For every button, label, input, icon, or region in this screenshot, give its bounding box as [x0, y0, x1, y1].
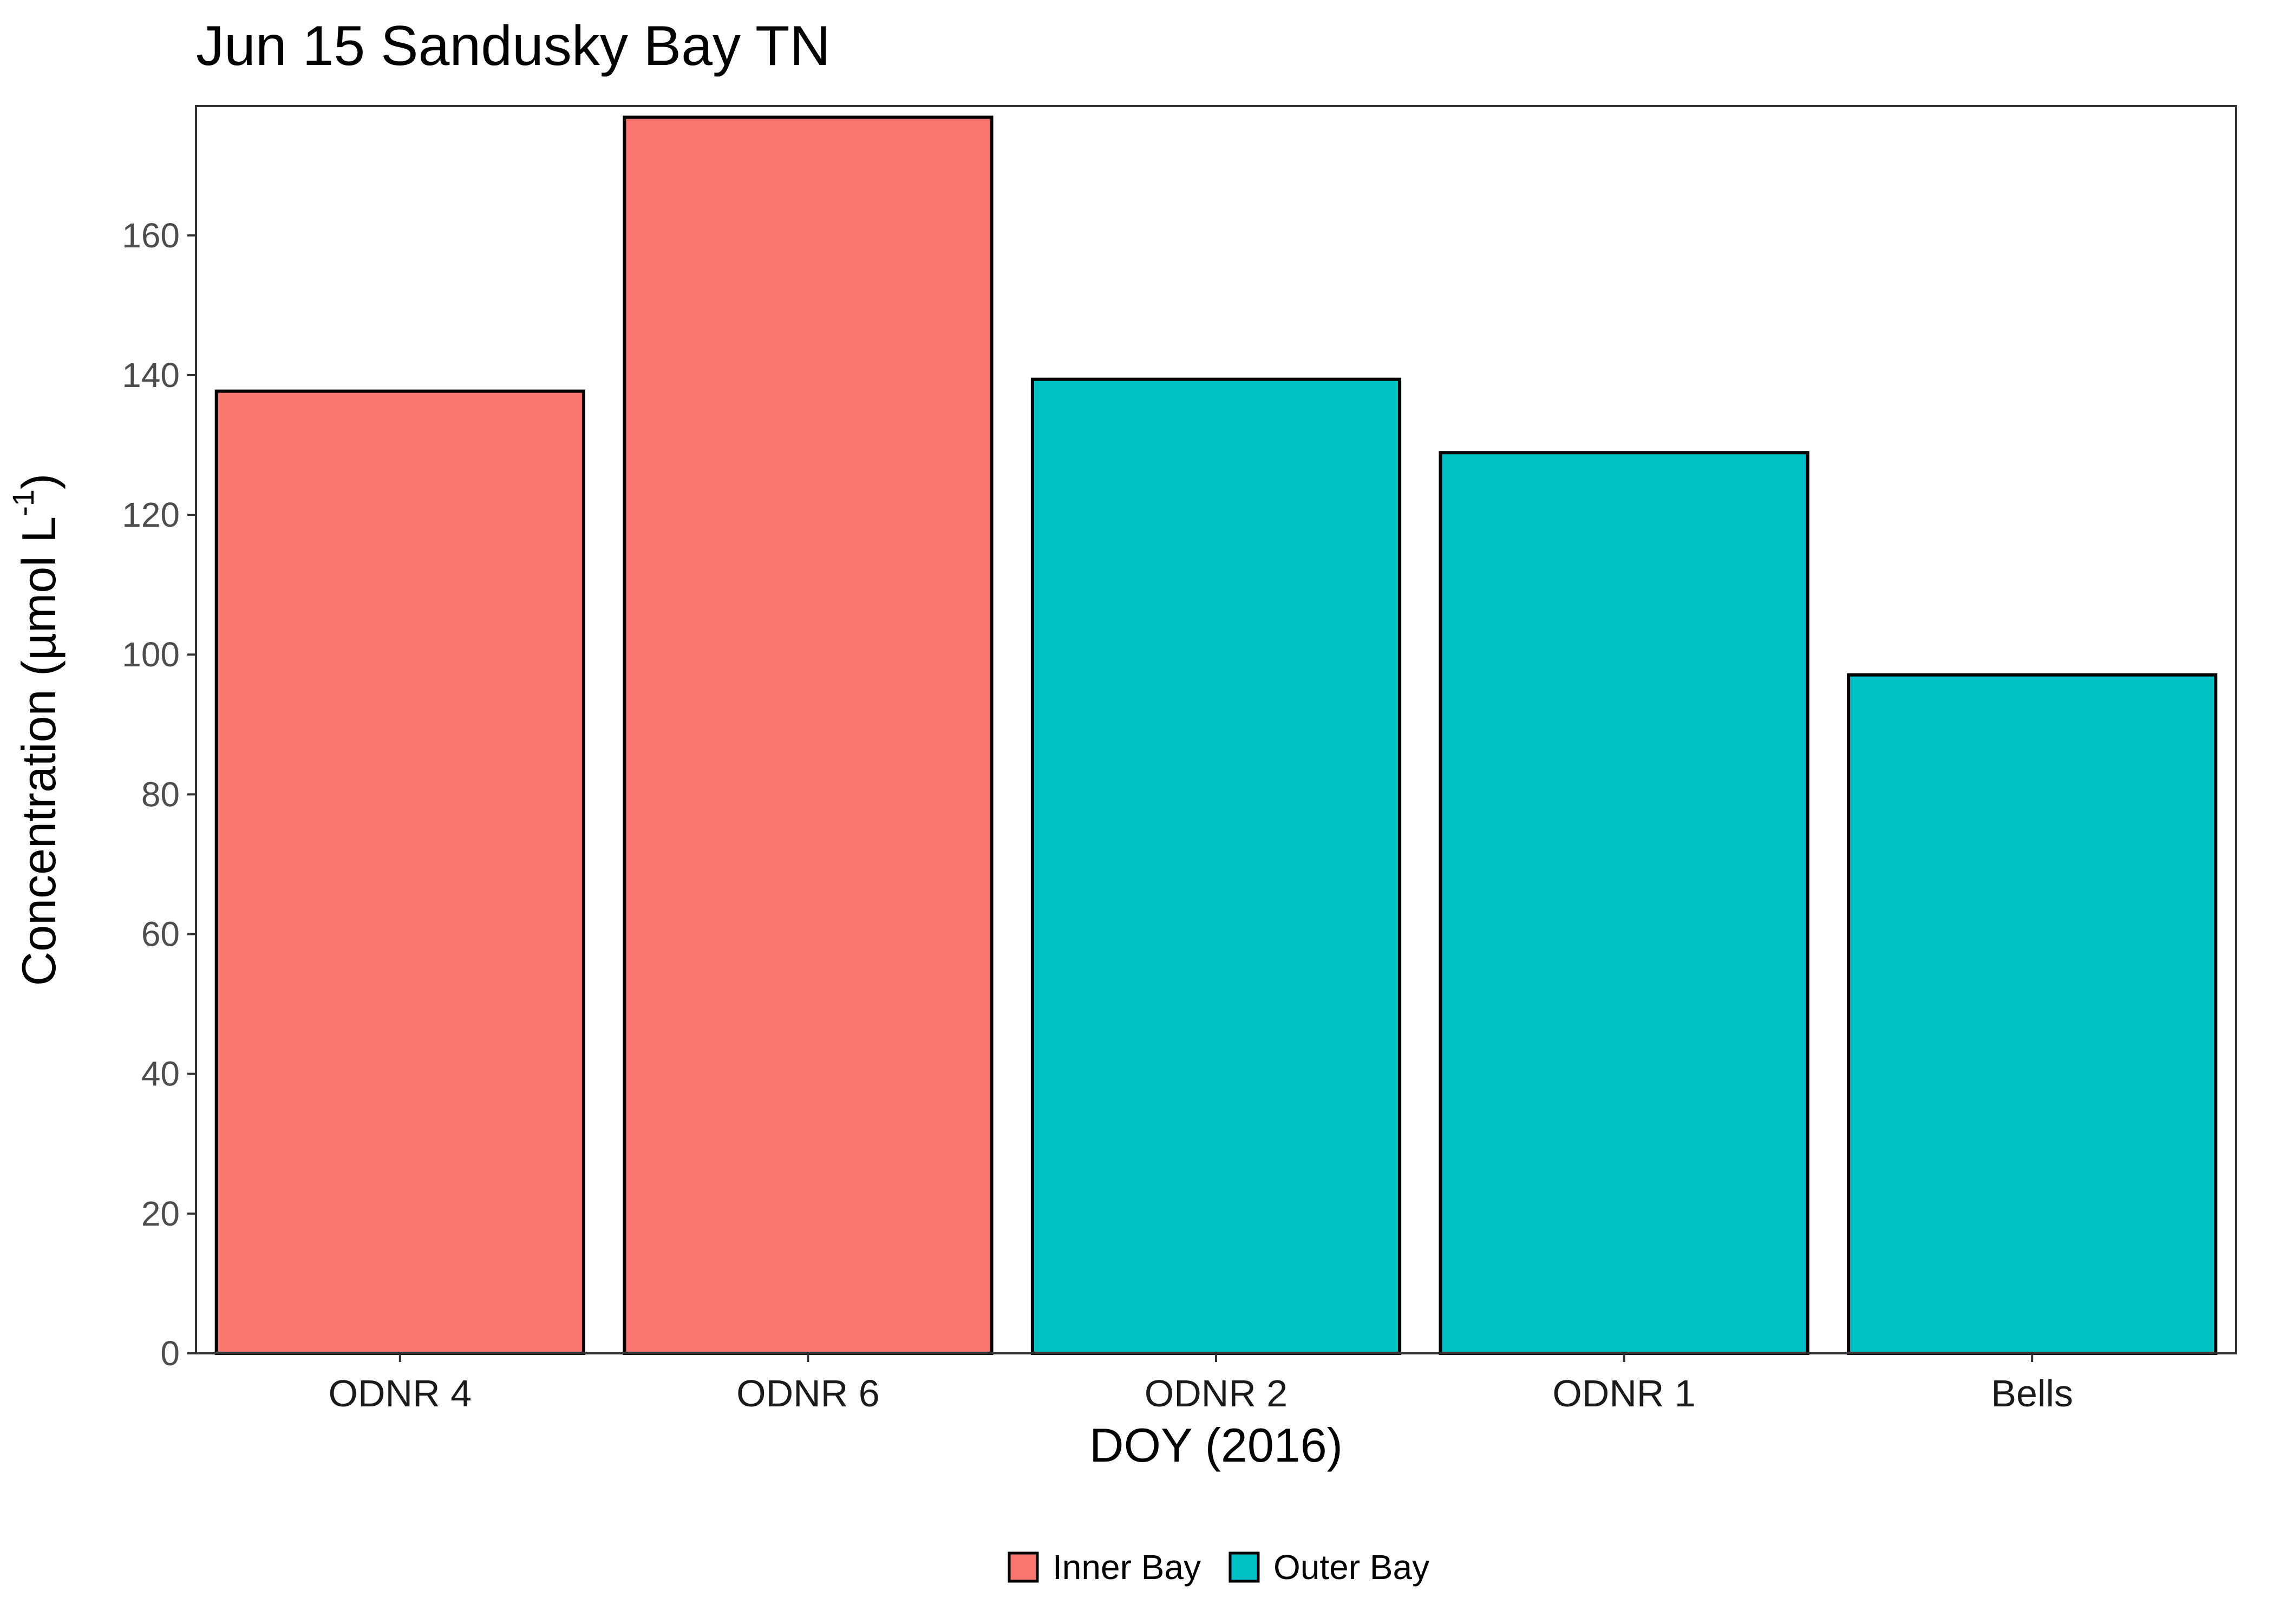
- legend: Inner Bay Outer Bay: [1008, 1548, 1429, 1587]
- legend-label: Inner Bay: [1053, 1548, 1201, 1587]
- x-axis-title: DOY (2016): [1089, 1418, 1343, 1472]
- x-tick-label: ODNR 2: [1145, 1372, 1288, 1415]
- y-tick-label: 80: [141, 775, 180, 814]
- x-tick-label: ODNR 6: [736, 1372, 879, 1415]
- x-axis: ODNR 4 ODNR 6 ODNR 2 ODNR 1 Bells: [329, 1353, 2073, 1415]
- x-tick-label: Bells: [1991, 1372, 2073, 1415]
- legend-swatch: [1229, 1551, 1260, 1583]
- bar-odnr-1: [1439, 451, 1809, 1355]
- y-axis-title-superscript: -1: [6, 489, 40, 516]
- y-tick-label: 160: [122, 216, 180, 255]
- y-tick-label: 100: [122, 635, 180, 674]
- x-tick-label: ODNR 4: [329, 1372, 472, 1415]
- legend-swatch: [1008, 1551, 1039, 1583]
- legend-item-inner-bay: Inner Bay: [1008, 1548, 1201, 1587]
- chart-title: Jun 15 Sandusky Bay TN: [196, 15, 831, 77]
- bar-bells: [1847, 673, 2218, 1355]
- y-tick-label: 40: [141, 1055, 180, 1093]
- y-axis: 0 20 40 60 80 100 120 140 160: [122, 216, 196, 1373]
- bar-odnr-4: [214, 389, 585, 1355]
- x-tick-label: ODNR 1: [1552, 1372, 1695, 1415]
- bar-odnr-6: [623, 115, 994, 1355]
- legend-item-outer-bay: Outer Bay: [1229, 1548, 1429, 1587]
- y-tick-label: 140: [122, 356, 180, 395]
- y-tick-label: 0: [160, 1334, 180, 1373]
- y-axis-title-close: ): [12, 474, 66, 489]
- y-tick-label: 60: [141, 915, 180, 954]
- bars-layer: [214, 115, 2218, 1355]
- y-axis-title-main: Concentration (µmol L: [12, 516, 66, 986]
- legend-label: Outer Bay: [1273, 1548, 1429, 1587]
- bar-odnr-2: [1030, 377, 1402, 1355]
- y-axis-title: Concentration (µmol L-1): [6, 474, 66, 986]
- y-tick-label: 20: [141, 1194, 180, 1233]
- y-tick-label: 120: [122, 495, 180, 534]
